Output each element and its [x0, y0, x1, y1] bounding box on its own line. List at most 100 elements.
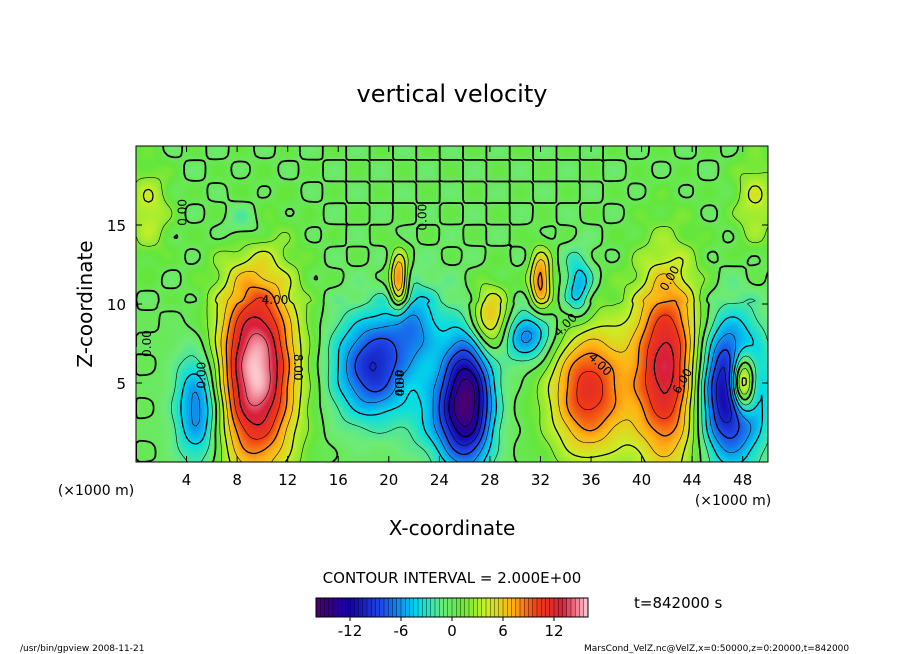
x-unit-left: (×1000 m): [58, 483, 134, 499]
contour-level-2: [136, 172, 768, 462]
colorbar-swatch: [337, 598, 342, 617]
contour-label: 0.00: [195, 362, 209, 389]
footer-left: /usr/bin/gpview 2008-11-21: [20, 644, 144, 654]
x-unit-right: (×1000 m): [695, 493, 771, 509]
colorbar-swatch: [498, 598, 504, 617]
colorbar-swatch: [460, 598, 466, 617]
x-tick-label: 40: [632, 471, 651, 489]
x-tick-label: 16: [329, 471, 348, 489]
colorbar-swatch: [388, 598, 393, 617]
colorbar-swatch: [579, 598, 585, 617]
colorbar-swatch: [362, 598, 368, 617]
colorbar-swatch: [494, 598, 500, 617]
contour-label: 0.00: [140, 330, 154, 357]
colorbar-tick-label: 12: [544, 622, 563, 640]
colorbar-swatch: [469, 598, 474, 617]
colorbar-swatch: [549, 598, 555, 617]
colorbar-swatch: [473, 598, 478, 617]
colorbar-swatch: [384, 598, 389, 617]
colorbar-tick-label: 0: [447, 622, 457, 640]
footer-right: MarsCond_VelZ.nc@VelZ,x=0:50000,z=0:2000…: [584, 644, 849, 654]
y-tick-label: 10: [107, 296, 126, 314]
colorbar-swatch: [554, 598, 559, 617]
x-tick-label: 44: [683, 471, 702, 489]
x-tick-label: 20: [379, 471, 398, 489]
contour-negative-10: [369, 358, 732, 446]
colorbar-swatch: [507, 598, 512, 617]
colorbar-swatch: [354, 598, 359, 617]
x-tick-label: 28: [480, 471, 499, 489]
colorbar-swatch: [316, 598, 321, 617]
colorbar-swatch: [328, 598, 334, 617]
y-tick-label: 15: [107, 217, 126, 235]
colorbar-swatch: [341, 598, 347, 617]
colorbar-swatch: [443, 598, 449, 617]
colorbar-swatch: [511, 598, 517, 617]
x-tick-label: 8: [232, 471, 242, 489]
colorbar-swatch: [435, 598, 440, 617]
colorbar-tick-label: -12: [338, 622, 363, 640]
x-tick-label: 48: [733, 471, 752, 489]
colorbar-swatch: [350, 598, 355, 617]
colorbar-swatch: [345, 598, 351, 617]
colorbar-tick-label: 6: [498, 622, 508, 640]
colorbar-swatch: [528, 598, 534, 617]
colorbar-swatch: [324, 598, 330, 617]
colorbar-swatch: [371, 598, 376, 617]
colorbar-swatch: [532, 598, 538, 617]
colorbar-swatch: [503, 598, 508, 617]
contour-level-6: [220, 259, 691, 462]
x-tick-label: 36: [581, 471, 600, 489]
colorbar-swatch: [520, 598, 525, 617]
velocity-field: [136, 146, 768, 462]
colorbar-swatch: [541, 598, 546, 617]
colorbar-swatch: [358, 598, 364, 617]
colorbar-swatch: [562, 598, 568, 617]
contour-negative-6: [191, 314, 752, 462]
y-axis-ticks: 5 10 15: [107, 217, 768, 393]
colorbar-swatch: [558, 598, 563, 617]
contour-interval-text: CONTOUR INTERVAL = 2.000E+00: [323, 569, 582, 587]
colorbar-swatch: [320, 598, 325, 617]
time-text: t=842000 s: [634, 594, 722, 612]
contour-level-8: [225, 271, 687, 455]
colorbar-swatch: [367, 598, 372, 617]
contour-negative-8: [354, 337, 740, 456]
y-tick-label: 5: [116, 375, 126, 393]
colorbar-swatch: [515, 598, 521, 617]
colorbar-swatch: [333, 598, 338, 617]
colorbar-swatch: [409, 598, 415, 617]
colorbar-swatch: [392, 598, 398, 617]
colorbar: [315, 598, 589, 617]
x-axis-ticks: 4 8 12 16 20 24 28 32 36 40 44 48: [182, 146, 752, 489]
colorbar-swatch: [477, 598, 483, 617]
colorbar-swatch: [537, 598, 542, 617]
contour-lines: [136, 146, 768, 462]
colorbar-swatch: [486, 598, 491, 617]
colorbar-swatch: [426, 598, 432, 617]
colorbar-swatch: [418, 598, 423, 617]
contour-level-10: [230, 297, 681, 440]
colorbar-swatch: [396, 598, 402, 617]
colorbar-swatch: [490, 598, 495, 617]
colorbar-swatch: [524, 598, 529, 617]
contour-negative-4: [180, 269, 764, 462]
y-axis-label: Z-coordinate: [73, 240, 97, 367]
contour-label: 8.00: [291, 354, 305, 381]
colorbar-swatch: [456, 598, 461, 617]
colorbar-swatch: [447, 598, 453, 617]
contour-negative-2: [171, 251, 768, 462]
colorbar-swatch: [464, 598, 470, 617]
x-tick-label: 12: [278, 471, 297, 489]
colorbar-swatch: [405, 598, 410, 617]
colorbar-ticks: -12 -6 0 6 12: [338, 617, 564, 640]
colorbar-swatch: [452, 598, 457, 617]
colorbar-swatch: [422, 598, 427, 617]
chart-title: vertical velocity: [357, 80, 548, 108]
colorbar-swatch: [401, 598, 406, 617]
contour-label: 4.00: [392, 370, 406, 397]
colorbar-swatch: [375, 598, 381, 617]
colorbar-tick-label: -6: [394, 622, 409, 640]
colorbar-swatch: [566, 598, 572, 617]
contour-negative-14: [453, 378, 476, 427]
